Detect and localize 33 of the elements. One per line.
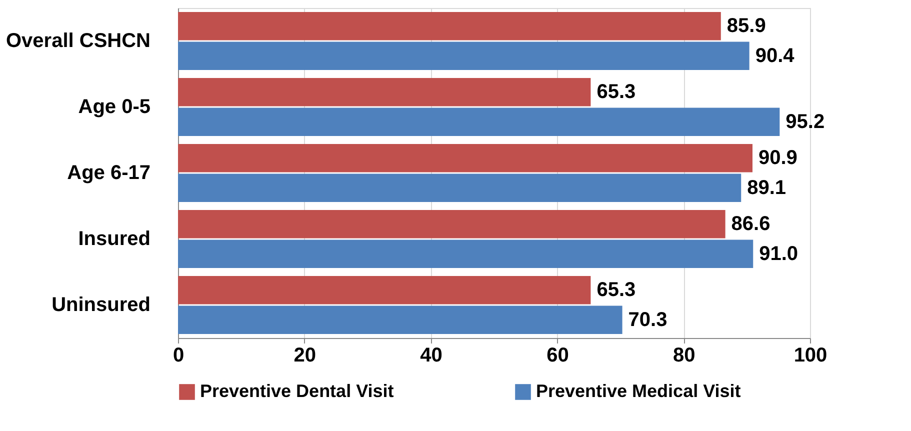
y-tick-label: Age 0-5 [78, 96, 150, 118]
data-label: 86.6 [731, 213, 770, 236]
y-tick-label: Insured [78, 228, 150, 250]
bar [178, 78, 591, 106]
x-tick-label: 80 [672, 344, 696, 366]
data-label: 65.3 [596, 81, 636, 104]
bar [178, 306, 622, 334]
y-tick-label: Age 6-17 [67, 162, 150, 184]
bar [178, 276, 591, 304]
data-label: 89.1 [747, 176, 786, 199]
data-label: 95.2 [786, 110, 825, 133]
legend-label: Preventive Medical Visit [536, 381, 741, 401]
bar [178, 210, 726, 238]
data-label: 91.0 [759, 242, 798, 265]
legend-label: Preventive Dental Visit [200, 381, 394, 401]
x-tick-label: 20 [294, 344, 316, 366]
data-label: 90.4 [755, 44, 796, 67]
bar [178, 42, 750, 70]
x-tick-label: 0 [172, 344, 184, 366]
bar [178, 174, 742, 202]
y-tick-label: Uninsured [52, 294, 150, 316]
bar [178, 144, 752, 172]
x-tick-label: 60 [546, 344, 569, 366]
bar [178, 108, 780, 136]
bar [178, 12, 721, 40]
y-tick-label: Overall CSHCN [6, 30, 150, 52]
x-tick-label: 100 [794, 344, 828, 366]
data-label: 70.3 [628, 308, 668, 331]
data-label: 65.3 [596, 279, 636, 302]
data-label: 90.9 [758, 147, 798, 170]
data-label: 85.9 [726, 15, 766, 38]
x-tick-label: 40 [420, 344, 442, 366]
bar [178, 240, 754, 268]
